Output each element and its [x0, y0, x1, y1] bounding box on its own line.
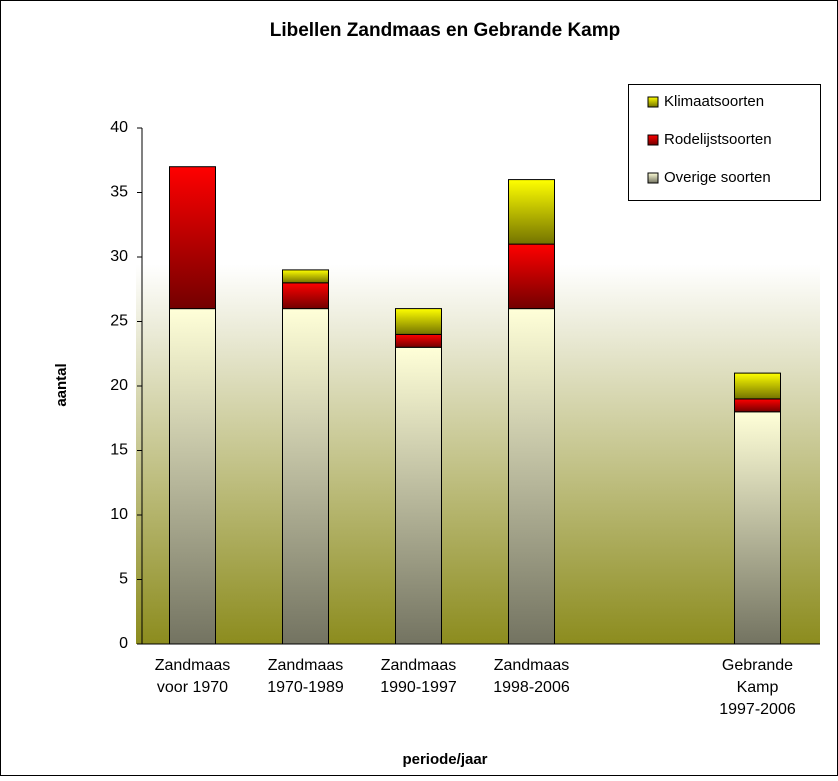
bar-segment	[734, 372, 781, 400]
x-tick-label: 1970-1989	[267, 679, 344, 696]
x-tick-label: 1998-2006	[493, 679, 570, 696]
x-tick-label: Zandmaas	[155, 657, 231, 674]
chart-title: Libellen Zandmaas en Gebrande Kamp	[270, 20, 621, 41]
y-tick-label: 5	[119, 571, 128, 588]
bar-segment	[508, 308, 555, 645]
legend-box	[628, 84, 821, 201]
x-axis-label: periode/jaar	[402, 751, 487, 768]
legend-label: Klimaatsoorten	[664, 93, 764, 110]
legend-swatch	[647, 96, 659, 108]
bar-segment	[508, 179, 555, 245]
legend-swatch	[647, 134, 659, 146]
y-axis-label: aantal	[53, 363, 70, 406]
x-tick-label: Zandmaas	[494, 657, 570, 674]
x-tick-label: 1990-1997	[380, 679, 457, 696]
bar-segment	[395, 333, 442, 348]
legend-label: Overige soorten	[664, 169, 771, 186]
bar-segment	[734, 411, 781, 645]
legend-swatch	[647, 172, 659, 184]
y-tick-label: 20	[110, 377, 128, 394]
legend-label: Rodelijstsoorten	[664, 131, 772, 148]
bar-segment	[169, 166, 216, 310]
bar-segment	[395, 346, 442, 645]
bar-segment	[395, 308, 442, 335]
x-tick-label: Zandmaas	[381, 657, 457, 674]
bar-segment	[282, 269, 329, 284]
y-tick-label: 15	[110, 442, 128, 459]
y-tick-label: 25	[110, 313, 128, 330]
bar-segment	[282, 282, 329, 310]
bar-segment	[734, 398, 781, 413]
x-tick-label: Zandmaas	[268, 657, 344, 674]
x-tick-label: voor 1970	[157, 679, 228, 696]
y-tick-label: 40	[110, 119, 128, 136]
y-tick-label: 0	[119, 635, 128, 652]
y-tick-label: 30	[110, 248, 128, 265]
y-tick-label: 10	[110, 506, 128, 523]
bar-segment	[508, 243, 555, 310]
x-tick-label: Kamp	[737, 679, 779, 696]
x-tick-label: 1997-2006	[719, 701, 796, 718]
bar-segment	[169, 308, 216, 645]
plot-area	[136, 60, 820, 644]
y-tick-label: 35	[110, 184, 128, 201]
x-tick-label: Gebrande	[722, 657, 793, 674]
bar-segment	[282, 308, 329, 645]
